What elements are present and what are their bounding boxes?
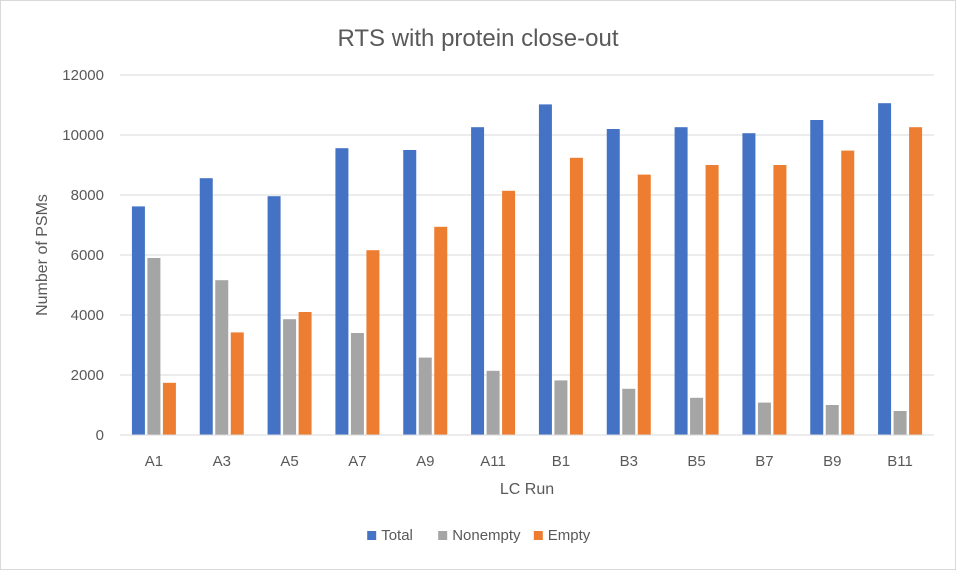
x-tick-label: A7: [348, 453, 366, 470]
bar-total-a9: [403, 150, 417, 435]
bar-empty-b5: [705, 165, 719, 435]
x-tick-label: B5: [687, 453, 705, 470]
x-tick-label: A9: [416, 453, 434, 470]
bar-nonempty-b7: [757, 402, 771, 435]
bar-total-b5: [674, 127, 688, 435]
x-tick-label: B11: [887, 453, 913, 470]
bar-empty-b3: [637, 174, 651, 435]
bar-total-b1: [538, 104, 552, 436]
y-tick-label: 8000: [71, 187, 104, 204]
gridlines: [120, 74, 934, 376]
bar-empty-a11: [502, 190, 516, 435]
bar-empty-b9: [841, 150, 855, 435]
x-axis-ticks: A1 A3 A5 A7 A9 A11 B1 B3 B5 B7 B9 B11: [145, 453, 913, 470]
bar-nonempty-a5: [283, 319, 297, 435]
y-tick-label: 10000: [62, 127, 104, 144]
x-tick-label: B7: [755, 453, 773, 470]
x-tick-label: B3: [620, 453, 638, 470]
bar-nonempty-a11: [486, 370, 500, 435]
x-axis-title: LC Run: [500, 481, 554, 498]
legend-label-empty: Empty: [548, 527, 591, 544]
bars: [131, 103, 923, 436]
bar-total-a3: [199, 178, 213, 435]
bar-empty-b7: [773, 165, 787, 435]
x-tick-label: B9: [823, 453, 841, 470]
bar-nonempty-a9: [418, 357, 432, 435]
y-tick-label: 2000: [71, 367, 104, 384]
x-tick-label: A1: [145, 453, 163, 470]
bar-nonempty-b1: [554, 380, 568, 435]
bar-total-a5: [267, 196, 281, 435]
bar-empty-a1: [162, 382, 176, 435]
x-tick-label: B1: [552, 453, 570, 470]
bar-total-a7: [335, 148, 349, 435]
legend-label-nonempty: Nonempty: [452, 527, 521, 544]
bar-nonempty-b11: [893, 411, 907, 435]
y-tick-label: 4000: [71, 307, 104, 324]
bar-total-a1: [131, 206, 145, 435]
bar-empty-a7: [366, 250, 380, 435]
bar-total-b3: [606, 129, 620, 435]
x-tick-label: A11: [480, 453, 506, 470]
y-tick-label: 6000: [71, 247, 104, 264]
x-tick-label: A5: [280, 453, 298, 470]
legend-label-total: Total: [381, 527, 413, 544]
chart-title: RTS with protein close-out: [337, 25, 618, 52]
bar-total-b7: [742, 133, 756, 435]
bar-nonempty-a7: [350, 333, 364, 435]
bar-total-a11: [471, 127, 485, 435]
legend-swatch-total: [367, 531, 377, 540]
bar-nonempty-a1: [147, 258, 161, 435]
bar-empty-b1: [569, 157, 583, 436]
bar-nonempty-b5: [690, 397, 704, 435]
x-tick-label: A3: [213, 453, 231, 470]
bar-total-b11: [878, 103, 892, 435]
bar-empty-a9: [434, 226, 448, 435]
y-tick-label: 0: [96, 427, 104, 444]
y-axis-title: Number of PSMs: [34, 194, 51, 316]
bar-total-b9: [810, 120, 824, 435]
bar-nonempty-b3: [622, 388, 636, 435]
legend-swatch-empty: [533, 531, 543, 540]
bar-empty-a5: [298, 312, 312, 435]
y-tick-label: 12000: [62, 67, 104, 84]
legend: Total Nonempty Empty: [367, 527, 591, 544]
bar-nonempty-b9: [825, 405, 839, 435]
legend-swatch-nonempty: [438, 531, 448, 540]
bar-empty-b11: [909, 127, 923, 435]
bar-empty-a3: [230, 332, 244, 435]
y-axis-ticks: 0 2000 4000 6000 8000 10000 12000: [62, 67, 104, 444]
bar-nonempty-a3: [215, 280, 229, 435]
